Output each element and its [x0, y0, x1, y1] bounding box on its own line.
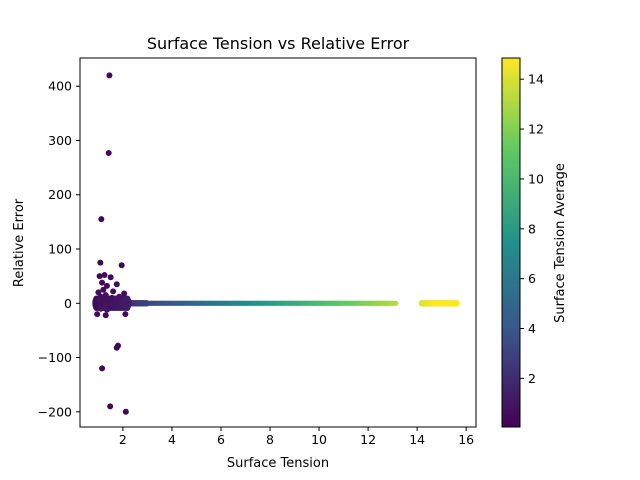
x-tick-label: 16 [458, 432, 474, 447]
data-point [105, 149, 112, 156]
y-tick-label: −100 [38, 350, 72, 365]
data-point [116, 293, 123, 300]
colorbar-tick-label: 2 [528, 371, 536, 386]
data-point [110, 288, 117, 295]
colorbar-tick-label: 4 [528, 321, 536, 336]
x-tick-label: 4 [168, 432, 176, 447]
data-point [101, 272, 108, 279]
y-axis-label: Relative Error [12, 198, 27, 287]
data-point [96, 273, 103, 280]
chart-title: Surface Tension vs Relative Error [147, 34, 410, 53]
data-point [107, 403, 114, 410]
data-point [100, 286, 107, 293]
data-point [106, 72, 113, 79]
data-point [121, 290, 128, 297]
y-axis: −200 −100 0 100 200 300 400 [38, 79, 80, 419]
y-tick-label: 200 [48, 187, 72, 202]
colorbar-tick-label: 6 [528, 271, 536, 286]
x-tick-label: 10 [311, 432, 327, 447]
data-point [122, 311, 129, 318]
data-point [102, 312, 109, 319]
data-point [107, 274, 114, 281]
band-point [391, 300, 399, 306]
x-tick-label: 14 [409, 432, 425, 447]
x-tick-label: 6 [217, 432, 225, 447]
data-point [99, 365, 106, 372]
data-point [110, 304, 117, 311]
data-points [92, 72, 460, 415]
colorbar-tick-label: 8 [528, 221, 536, 236]
colorbar-tick-label: 14 [528, 72, 544, 87]
cluster-point [124, 295, 132, 311]
data-point [105, 297, 112, 304]
data-point [96, 297, 103, 304]
colorbar: 2 4 6 8 10 12 14 [501, 57, 544, 428]
colorbar-scale [501, 57, 521, 428]
y-tick-label: 400 [48, 79, 72, 94]
data-point [99, 279, 106, 286]
data-point [94, 311, 101, 318]
colorbar-label: Surface Tension Average [553, 163, 568, 323]
x-tick-label: 8 [266, 432, 274, 447]
data-point [112, 298, 119, 305]
data-point [122, 408, 129, 415]
colorbar-tick-label: 12 [528, 122, 544, 137]
y-tick-label: 300 [48, 133, 72, 148]
y-tick-label: −200 [38, 404, 72, 419]
data-point [103, 282, 110, 289]
data-point [113, 344, 120, 351]
y-tick-label: 100 [48, 242, 72, 257]
x-axis: 2 4 6 8 10 12 14 16 [119, 427, 474, 447]
data-point [102, 292, 109, 299]
y-tick-label: 0 [64, 296, 72, 311]
data-point [103, 306, 110, 313]
data-point [113, 281, 120, 288]
band-point [452, 299, 460, 307]
x-tick-label: 2 [119, 432, 127, 447]
colorbar-tick-label: 10 [528, 171, 544, 186]
plot-frame [79, 57, 477, 428]
x-tick-label: 12 [360, 432, 376, 447]
data-point [118, 262, 125, 269]
data-point [97, 305, 104, 312]
x-axis-label: Surface Tension [227, 456, 329, 471]
data-point [98, 216, 105, 223]
data-point [97, 259, 104, 266]
plot-area [79, 57, 477, 428]
